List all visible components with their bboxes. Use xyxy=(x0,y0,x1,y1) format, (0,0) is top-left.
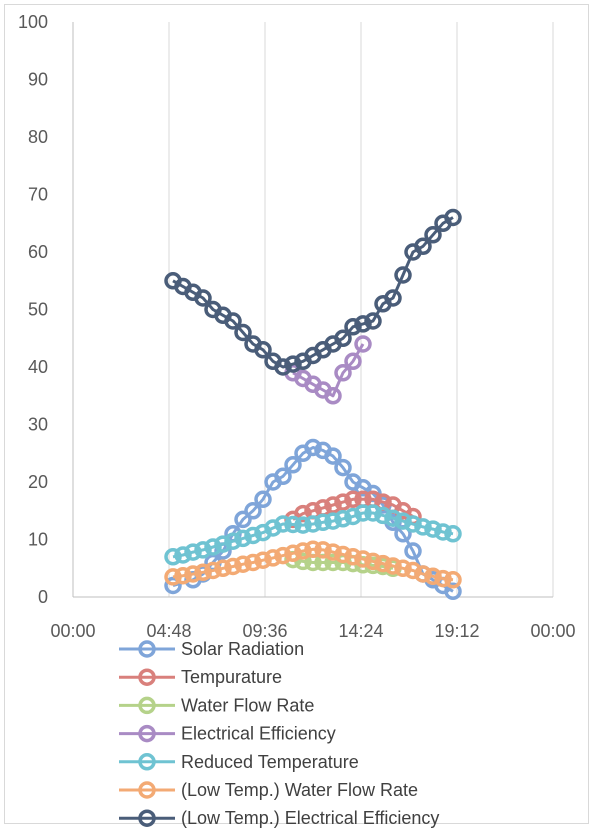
y-tick-label: 80 xyxy=(28,127,48,147)
y-tick-label: 10 xyxy=(28,530,48,550)
y-tick-label: 50 xyxy=(28,300,48,320)
x-tick-label: 09:36 xyxy=(242,621,287,641)
x-tick-label: 04:48 xyxy=(146,621,191,641)
x-tick-label: 00:00 xyxy=(530,621,575,641)
legend-label: Solar Radiation xyxy=(181,639,304,659)
y-tick-label: 0 xyxy=(38,587,48,607)
legend-label: (Low Temp.) Water Flow Rate xyxy=(181,780,418,800)
y-tick-label: 60 xyxy=(28,242,48,262)
y-tick-label: 100 xyxy=(18,12,48,32)
legend-label: Water Flow Rate xyxy=(181,695,314,715)
y-tick-label: 20 xyxy=(28,472,48,492)
y-tick-label: 40 xyxy=(28,357,48,377)
y-tick-label: 90 xyxy=(28,70,48,90)
legend-label: Reduced Temperature xyxy=(181,752,359,772)
legend-label: Electrical Efficiency xyxy=(181,724,336,744)
y-tick-label: 30 xyxy=(28,415,48,435)
legend-label: (Low Temp.) Electrical Efficiency xyxy=(181,808,439,828)
y-tick-label: 70 xyxy=(28,185,48,205)
x-tick-label: 19:12 xyxy=(434,621,479,641)
legend-label: Tempurature xyxy=(181,667,282,687)
x-tick-label: 00:00 xyxy=(50,621,95,641)
x-tick-label: 14:24 xyxy=(338,621,383,641)
